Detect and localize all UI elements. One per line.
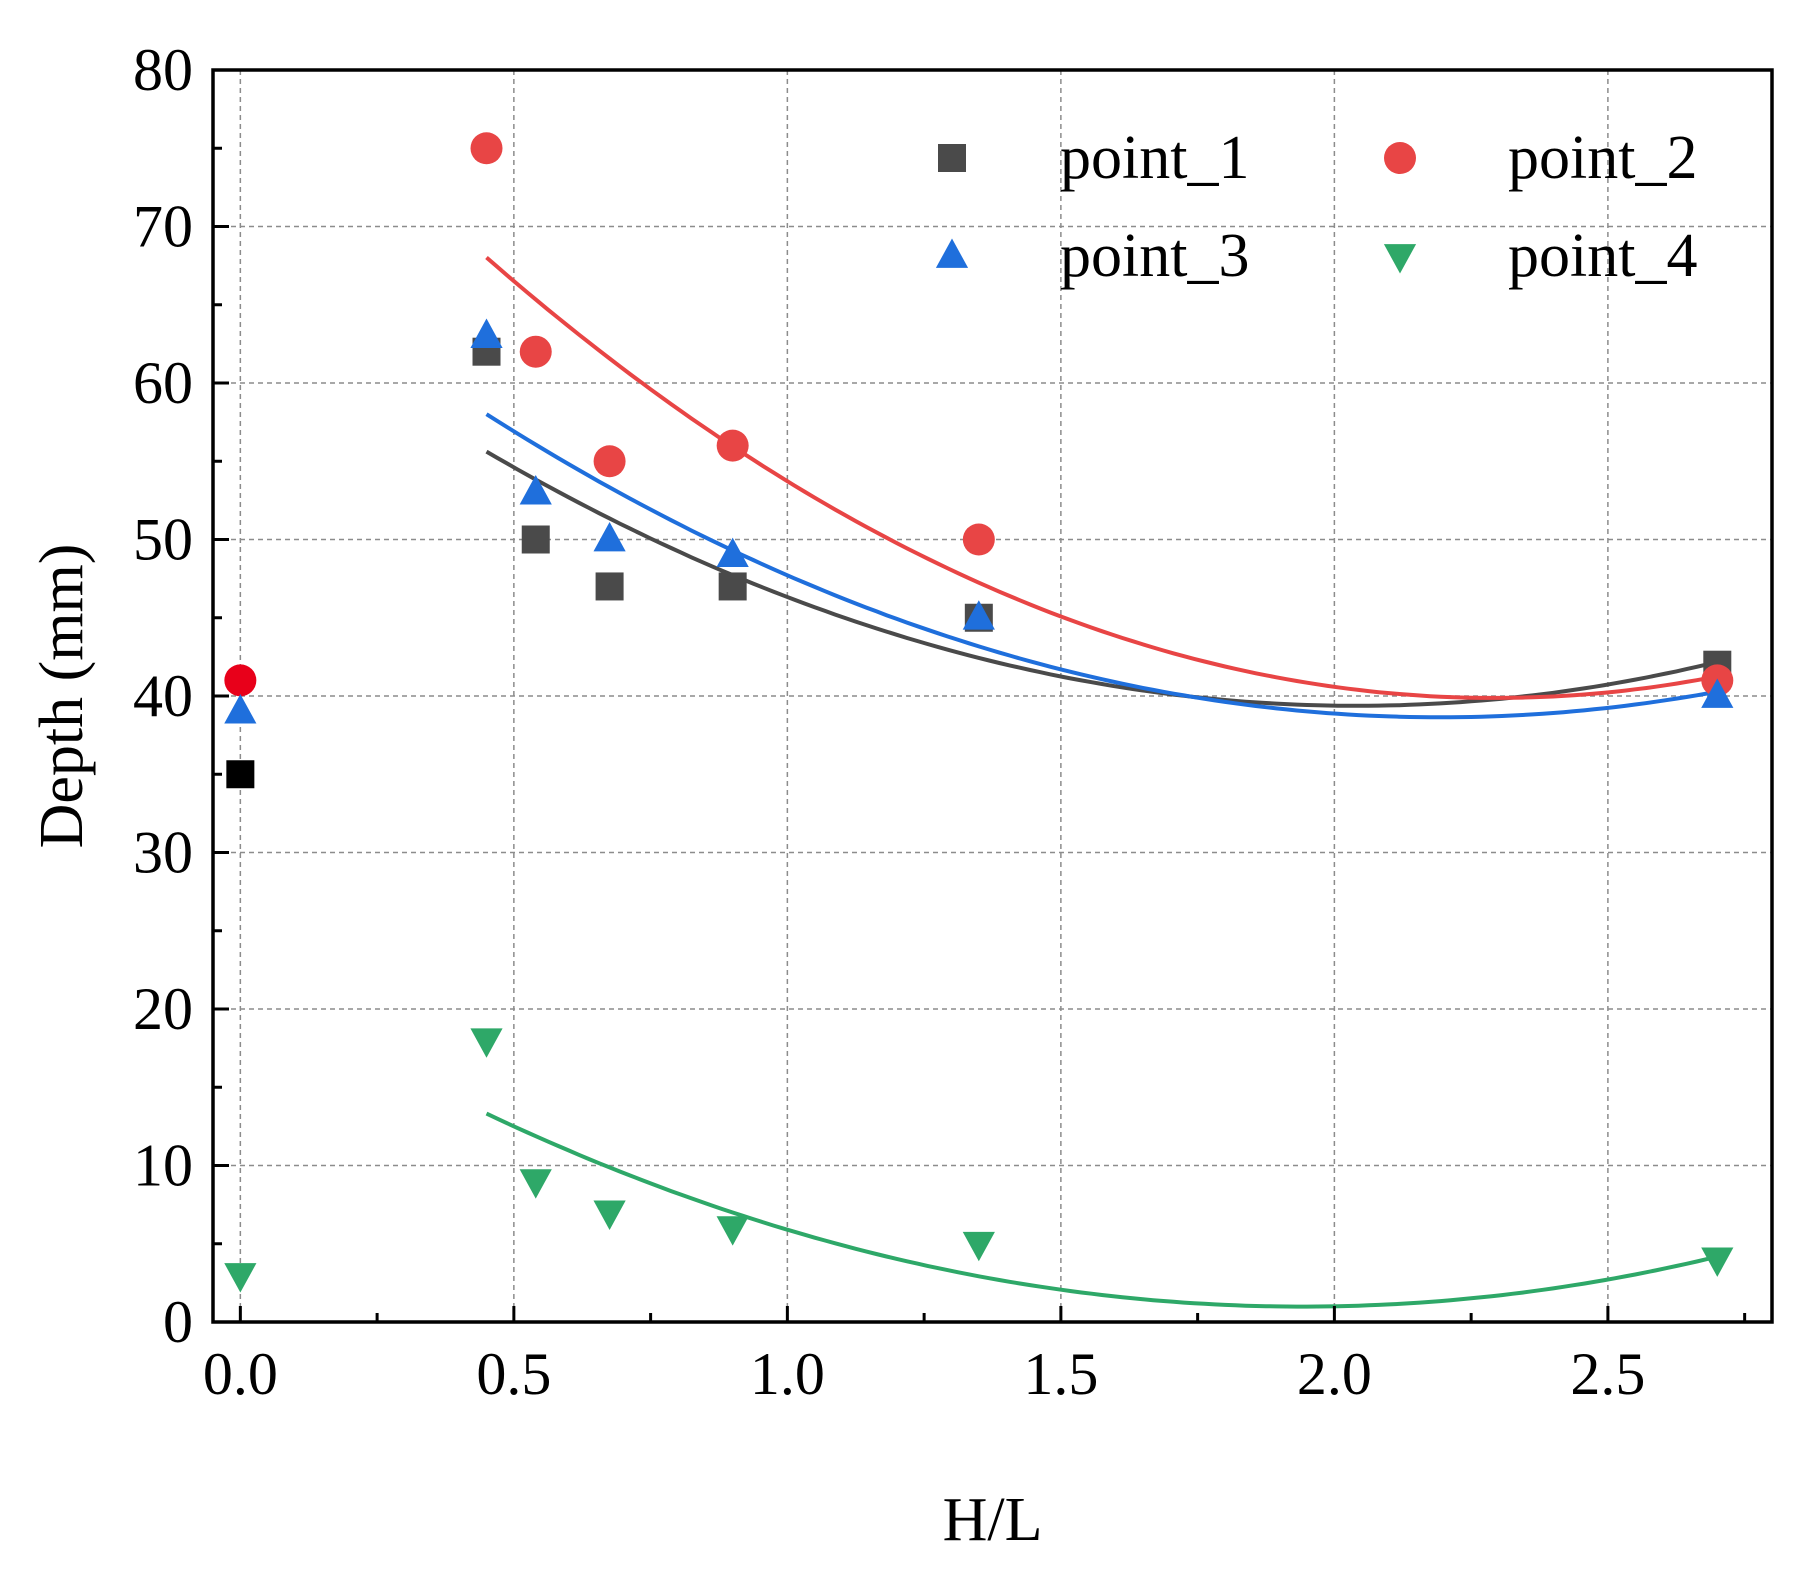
data-point-point_2 bbox=[716, 429, 749, 462]
y-tick-label: 30 bbox=[133, 820, 193, 886]
data-point-point_2 bbox=[519, 335, 552, 368]
fit-curves bbox=[485, 255, 1718, 1309]
fit-curve-point_3 bbox=[485, 412, 1718, 720]
legend-label-point_2: point_2 bbox=[1508, 124, 1697, 192]
data-point-point_3 bbox=[962, 600, 995, 630]
data-point-point_3 bbox=[593, 522, 626, 552]
y-tick-label: 10 bbox=[133, 1133, 193, 1199]
x-tick-label: 1.0 bbox=[750, 1341, 825, 1407]
y-tick-label: 60 bbox=[133, 350, 193, 416]
y-tick-label: 0 bbox=[163, 1289, 193, 1355]
data-points bbox=[224, 132, 1734, 1293]
x-tick-label: 2.0 bbox=[1297, 1341, 1372, 1407]
data-point-point_2 bbox=[593, 445, 626, 478]
legend-marker-point_2 bbox=[1384, 142, 1416, 174]
x-axis-title: H/L bbox=[943, 1486, 1043, 1554]
legend-label-point_4: point_4 bbox=[1508, 222, 1697, 290]
y-tick-label: 20 bbox=[133, 976, 193, 1042]
legend-marker-point_1 bbox=[938, 144, 966, 172]
fit-curve-point_4 bbox=[485, 1111, 1718, 1309]
fit-curve-point_2 bbox=[485, 255, 1718, 700]
data-point-point_2 bbox=[470, 132, 503, 165]
y-tick-labels: 0 10 20 30 40 50 60 70 80 bbox=[133, 37, 193, 1355]
data-point-point_3 bbox=[1701, 678, 1734, 708]
y-tick-label: 70 bbox=[133, 194, 193, 260]
data-point-point_3 bbox=[470, 318, 503, 348]
grid bbox=[213, 70, 1772, 1322]
data-point-point_3 bbox=[716, 537, 749, 568]
data-point-point_4 bbox=[1701, 1247, 1734, 1277]
x-tick-label: 2.5 bbox=[1570, 1341, 1645, 1407]
legend-marker-point_4 bbox=[1383, 244, 1417, 274]
y-tick-label: 50 bbox=[133, 507, 193, 573]
data-point-point_4 bbox=[470, 1028, 503, 1058]
data-point-point_2 bbox=[224, 664, 257, 697]
data-point-point_4 bbox=[224, 1263, 257, 1293]
data-point-point_1 bbox=[718, 572, 747, 601]
y-axis-title: Depth (mm) bbox=[28, 544, 96, 849]
data-point-point_4 bbox=[962, 1231, 995, 1262]
data-point-point_1 bbox=[595, 572, 624, 601]
data-point-point_2 bbox=[962, 523, 995, 556]
x-tick-label: 1.5 bbox=[1023, 1341, 1098, 1407]
data-point-point_1 bbox=[226, 760, 255, 789]
data-point-point_4 bbox=[716, 1216, 749, 1246]
x-tick-label: 0.5 bbox=[476, 1341, 551, 1407]
data-point-point_4 bbox=[519, 1169, 552, 1199]
y-tick-label: 80 bbox=[133, 37, 193, 103]
data-point-point_1 bbox=[521, 525, 550, 554]
legend-label-point_1: point_1 bbox=[1060, 124, 1249, 192]
x-tick-labels: 0.0 0.5 1.0 1.5 2.0 2.5 bbox=[203, 1341, 1646, 1407]
axis-ticks bbox=[213, 68, 1747, 1324]
data-point-point_3 bbox=[224, 694, 257, 724]
data-point-point_4 bbox=[593, 1200, 626, 1230]
y-tick-label: 40 bbox=[133, 663, 193, 729]
legend-marker-point_3 bbox=[935, 238, 969, 268]
data-point-point_3 bbox=[519, 475, 552, 505]
legend-label-point_3: point_3 bbox=[1060, 222, 1249, 290]
x-tick-label: 0.0 bbox=[203, 1341, 278, 1407]
legend: point_1 point_2 point_3 point_4 bbox=[935, 124, 1697, 290]
